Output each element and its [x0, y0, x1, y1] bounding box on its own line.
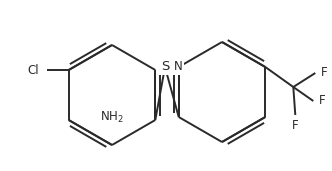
Text: F: F [292, 119, 298, 132]
Text: Cl: Cl [27, 63, 39, 76]
Text: F: F [321, 67, 328, 80]
Text: F: F [319, 95, 326, 108]
Text: NH$_2$: NH$_2$ [100, 110, 124, 125]
Text: N: N [174, 61, 183, 74]
Text: S: S [161, 61, 169, 74]
